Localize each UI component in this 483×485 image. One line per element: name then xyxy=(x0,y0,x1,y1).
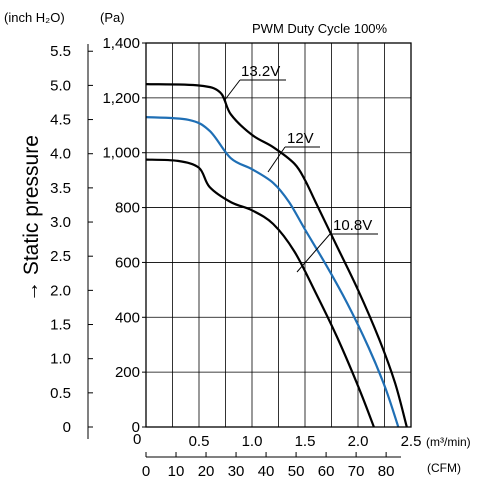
y-pa-tick-label: 200 xyxy=(115,364,140,381)
y-pa-tick-label: 1,400 xyxy=(102,35,140,52)
curves xyxy=(145,83,408,428)
curve-label: 10.8V xyxy=(333,217,372,234)
x-cfm-tick-label: 0 xyxy=(142,463,150,480)
x-cfm-tick-label: 10 xyxy=(168,463,185,480)
y-inch-tick-label: 0 xyxy=(63,419,71,436)
x-cfm-tick-label: 50 xyxy=(288,463,305,480)
grid xyxy=(146,43,411,427)
curve-13-2v xyxy=(145,83,408,428)
y-inch-tick-label: 3.0 xyxy=(50,214,71,231)
x-m3-tick-label: 1.5 xyxy=(295,433,316,450)
x-m3-unit-label: (m³/min) xyxy=(426,435,471,449)
pa-unit-label: (Pa) xyxy=(100,10,125,25)
y-inch-tick-label: 4.5 xyxy=(50,112,71,129)
x-cfm-tick-label: 20 xyxy=(198,463,215,480)
y-inch-tick-label: 5.0 xyxy=(50,77,71,94)
y-inch-tick-label: 1.5 xyxy=(50,317,71,334)
x-cfm-tick-label: 40 xyxy=(258,463,275,480)
y-inch-tick-label: 5.5 xyxy=(50,43,71,60)
y-inch-tick-label: 2.0 xyxy=(50,282,71,299)
axis-ticks: 02004006008001,0001,2001,40000.51.01.52.… xyxy=(50,35,421,480)
y-pa-tick-label: 400 xyxy=(115,309,140,326)
y-inch-tick-label: 3.5 xyxy=(50,180,71,197)
y-inch-tick-label: 0.5 xyxy=(50,385,71,402)
y-pa-tick-label: 1,000 xyxy=(102,145,140,162)
x-cfm-tick-label: 60 xyxy=(318,463,335,480)
x-cfm-tick-label: 70 xyxy=(348,463,365,480)
curve-label: 12V xyxy=(287,130,314,147)
y-inch-tick-label: 4.0 xyxy=(50,146,71,163)
curve-10-8v xyxy=(145,158,375,428)
y-pa-tick-label: 600 xyxy=(115,254,140,271)
y-pa-tick-label: 800 xyxy=(115,200,140,217)
curve-labels: 13.2V 12V 10.8V xyxy=(223,63,378,273)
y-inch-tick-label: 2.5 xyxy=(50,248,71,265)
x-m3-tick-label: 1.0 xyxy=(242,433,263,450)
curve-label-leader xyxy=(296,233,331,273)
curve-label: 13.2V xyxy=(241,63,280,80)
x-m3-tick-label: 2.5 xyxy=(401,433,422,450)
curve-12v xyxy=(145,116,400,428)
chart-title: PWM Duty Cycle 100% xyxy=(252,21,388,36)
plot-frame xyxy=(145,42,412,428)
y-inch-tick-label: 1.0 xyxy=(50,351,71,368)
curve-label-leader xyxy=(267,146,286,173)
curve-label-leader xyxy=(223,79,241,102)
x-cfm-tick-label: 30 xyxy=(228,463,245,480)
y-pa-tick-label: 0 xyxy=(132,419,140,436)
x-m3-tick-label: 0.5 xyxy=(189,433,210,450)
inch-unit-label: (inch H₂O) xyxy=(4,10,65,25)
x-cfm-unit-label: (CFM) xyxy=(427,461,461,475)
x-m3-tick-label: 2.0 xyxy=(348,433,369,450)
y-axis-label: → Static pressure xyxy=(20,135,43,302)
x-cfm-tick-label: 80 xyxy=(378,463,395,480)
y-pa-tick-label: 1,200 xyxy=(102,90,140,107)
x-zero-label: 0 xyxy=(133,431,141,448)
